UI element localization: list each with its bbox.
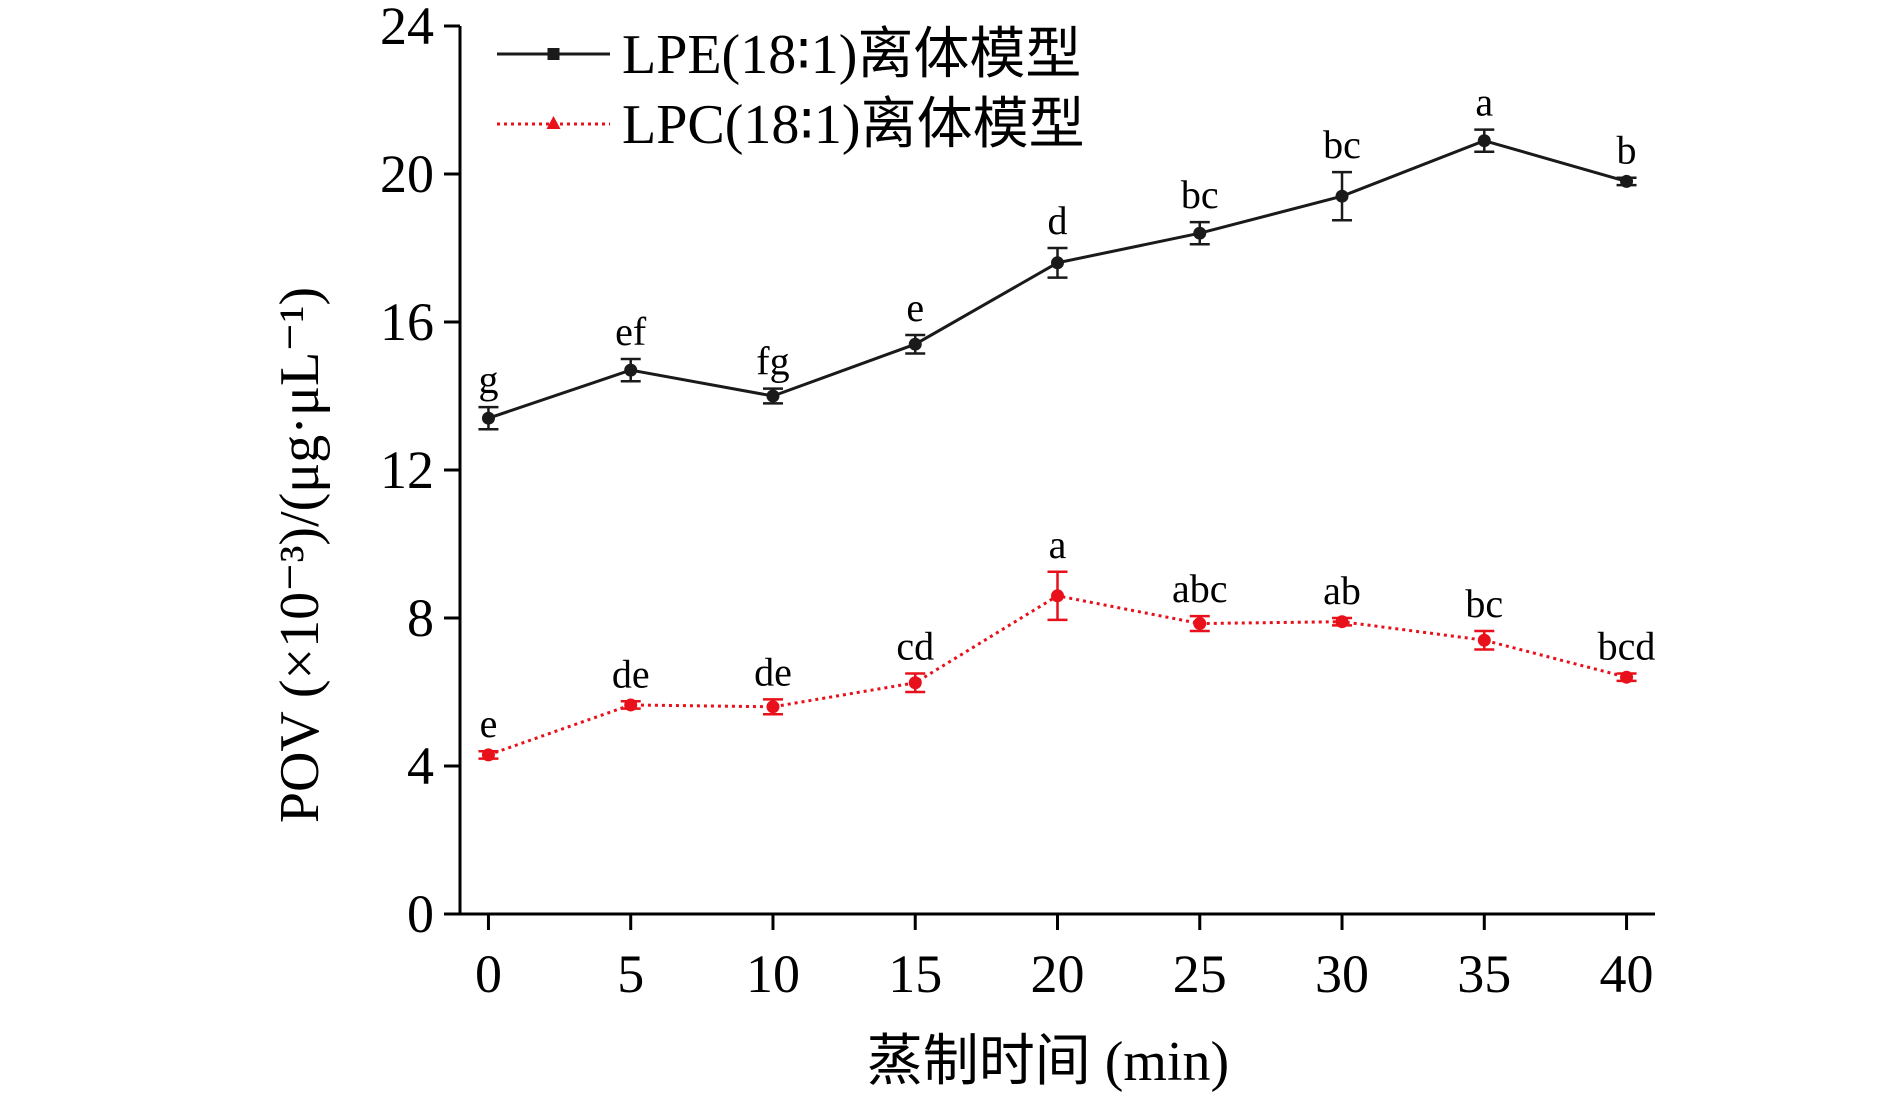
- y-tick-label: 0: [407, 884, 434, 944]
- y-tick-label: 24: [380, 0, 434, 56]
- significance-label: bc: [1181, 172, 1219, 217]
- significance-label: bcd: [1598, 624, 1656, 669]
- y-tick-label: 8: [407, 588, 434, 648]
- significance-label: de: [754, 649, 792, 694]
- series-1: g ef fg e d bc bc a b: [478, 80, 1637, 431]
- x-tick-label: 30: [1315, 944, 1369, 1004]
- x-tick-label: 40: [1600, 944, 1654, 1004]
- data-point: [481, 411, 495, 425]
- data-point: [766, 389, 780, 403]
- significance-label: a: [1475, 80, 1493, 125]
- y-tick-label: 20: [380, 144, 434, 204]
- significance-label: bc: [1465, 581, 1503, 626]
- data-point: [1620, 174, 1634, 188]
- significance-label: e: [480, 701, 498, 746]
- x-tick-label: 5: [617, 944, 644, 1004]
- data-point: [1335, 189, 1349, 203]
- significance-label: b: [1617, 128, 1637, 173]
- significance-label: e: [906, 285, 924, 330]
- x-tick-label: 20: [1031, 944, 1085, 1004]
- y-tick-label: 16: [380, 292, 434, 352]
- y-tick-label: 4: [407, 736, 434, 796]
- significance-label: cd: [896, 624, 934, 669]
- data-point: [1193, 617, 1207, 631]
- y-axis-title: POV (×10⁻³)/(μg·μL⁻¹): [269, 287, 331, 823]
- data-point: [908, 337, 922, 351]
- significance-label: abc: [1172, 566, 1228, 611]
- data-point: [1051, 256, 1064, 270]
- data-point: [1335, 615, 1349, 629]
- data-point: [1477, 633, 1491, 647]
- x-tick-label: 25: [1173, 944, 1227, 1004]
- data-point: [1620, 670, 1634, 684]
- data-point: [624, 698, 638, 712]
- significance-label: fg: [756, 339, 789, 384]
- axes: 0 4 8 12 16 20 24 0 5 10 15 20 25 30 35 40: [380, 0, 1655, 1004]
- x-tick-label: 15: [888, 944, 942, 1004]
- data-point: [1477, 134, 1491, 148]
- significance-label: ef: [615, 309, 647, 354]
- legend-item-1: LPE(18∶1)离体模型: [497, 24, 1081, 86]
- significance-label: bc: [1323, 122, 1361, 167]
- legend: LPE(18∶1)离体模型 LPC(18∶1)离体模型: [497, 24, 1085, 156]
- data-point: [1193, 226, 1207, 240]
- significance-label: de: [612, 651, 650, 696]
- x-tick-label: 35: [1457, 944, 1511, 1004]
- data-point: [1051, 589, 1064, 603]
- legend-item-2: LPC(18∶1)离体模型: [497, 94, 1085, 156]
- significance-label: ab: [1323, 568, 1361, 613]
- x-tick-label: 0: [475, 944, 502, 1004]
- legend-label: LPC(18∶1)离体模型: [622, 94, 1085, 156]
- significance-label: a: [1049, 522, 1067, 567]
- series-2: e de de cd a abc ab bc bcd: [478, 522, 1655, 762]
- legend-label: LPE(18∶1)离体模型: [622, 24, 1081, 86]
- legend-marker-triangle: [546, 116, 561, 129]
- data-point: [481, 748, 495, 762]
- data-point: [624, 363, 638, 377]
- legend-marker-square: [547, 48, 560, 60]
- data-point: [766, 700, 780, 714]
- significance-label: g: [478, 357, 498, 402]
- series-line: [487, 139, 1627, 420]
- x-tick-label: 10: [746, 944, 800, 1004]
- data-point: [908, 676, 922, 690]
- significance-label: d: [1048, 198, 1068, 243]
- x-axis-title: 蒸制时间 (min): [867, 1031, 1229, 1093]
- y-tick-label: 12: [380, 440, 434, 500]
